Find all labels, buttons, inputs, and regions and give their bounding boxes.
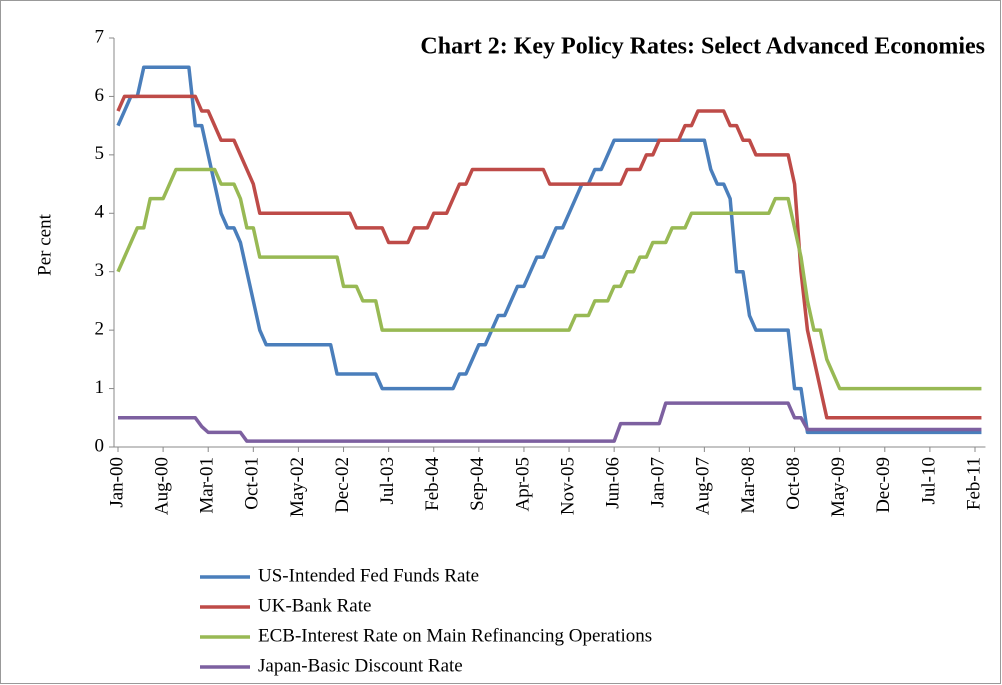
series-line [116, 94, 982, 420]
x-tick-label: Mar-01 [197, 457, 218, 514]
x-tick-label: Oct-08 [783, 457, 804, 510]
legend-label: US-Intended Fed Funds Rate [258, 565, 479, 586]
x-tick-label: Feb-04 [422, 457, 443, 511]
x-tick-label: Nov-05 [557, 457, 578, 515]
y-tick-label: 2 [95, 319, 105, 340]
y-axis-label: Per cent [34, 213, 55, 275]
x-tick-label: Aug-00 [151, 457, 172, 515]
y-tick-label: 0 [95, 435, 105, 456]
series-line [116, 65, 982, 435]
x-tick-label: Mar-08 [738, 457, 759, 514]
x-tick-label: Jan-07 [648, 457, 669, 508]
x-tick-label: May-09 [828, 457, 849, 517]
series-line [118, 401, 982, 443]
x-tick-label: Feb-11 [963, 457, 984, 510]
legend-label: Japan-Basic Discount Rate [258, 655, 463, 676]
x-tick-label: Sep-04 [467, 457, 488, 511]
x-tick-label: Jul-10 [918, 457, 939, 505]
y-tick-label: 6 [95, 85, 105, 106]
series-line [116, 167, 982, 391]
x-tick-label: Aug-07 [693, 457, 714, 515]
x-tick-label: Dec-09 [873, 457, 894, 513]
y-tick-label: 5 [95, 143, 105, 164]
legend-label: UK-Bank Rate [258, 595, 371, 616]
x-tick-label: Oct-01 [242, 457, 263, 510]
x-tick-label: Jul-03 [377, 457, 398, 505]
x-tick-label: Apr-05 [512, 457, 533, 512]
y-tick-label: 4 [95, 202, 105, 223]
x-tick-label: Jun-06 [603, 457, 624, 509]
x-tick-label: Jan-00 [106, 457, 127, 508]
y-tick-label: 3 [95, 260, 105, 281]
y-tick-label: 1 [95, 377, 105, 398]
y-tick-label: 7 [95, 26, 105, 47]
x-tick-label: May-02 [287, 457, 308, 517]
chart-title: Chart 2: Key Policy Rates: Select Advanc… [420, 34, 985, 60]
legend-label: ECB-Interest Rate on Main Refinancing Op… [258, 625, 652, 646]
x-tick-label: Dec-02 [332, 457, 353, 513]
